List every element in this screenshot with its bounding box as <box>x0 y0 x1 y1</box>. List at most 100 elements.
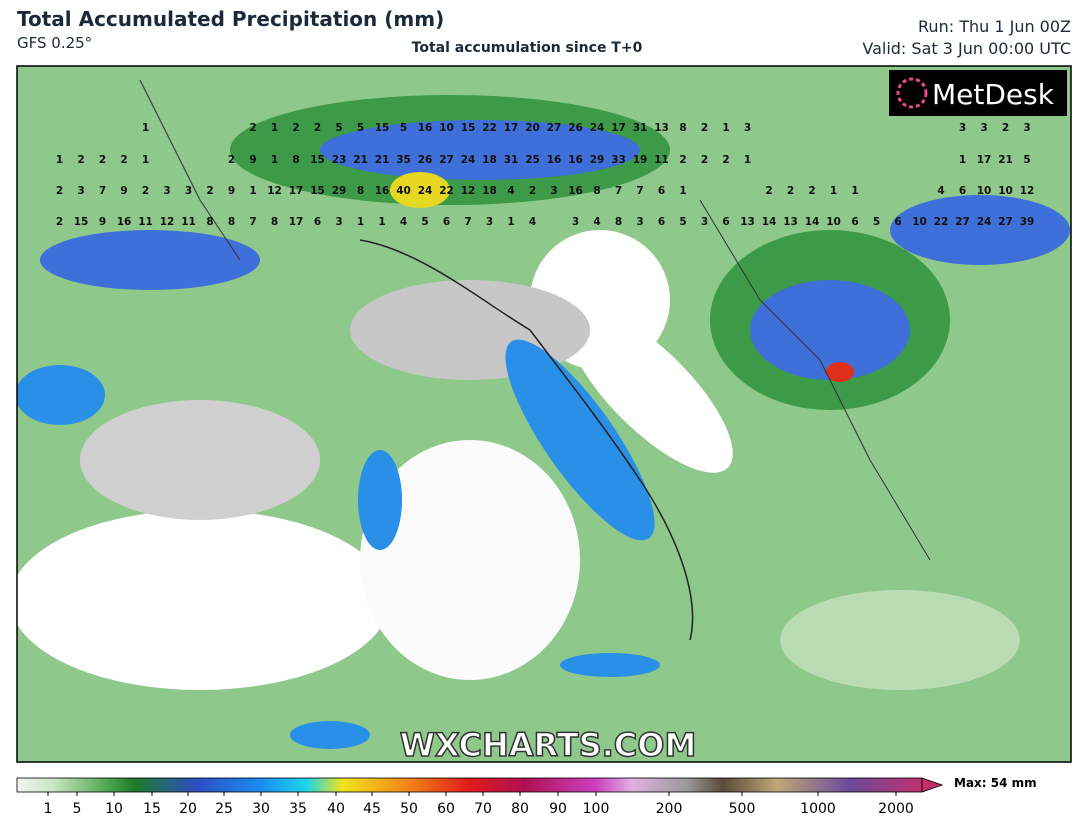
colorbar-tick-label: 60 <box>437 801 455 817</box>
colorbar-tick-label: 200 <box>656 801 683 817</box>
map-value: 3 <box>77 185 84 197</box>
colorbar-tick-label: 90 <box>549 801 567 817</box>
logo: MetDesk <box>932 78 1055 111</box>
colorbar-tick-label: 80 <box>511 801 529 817</box>
map-value: 2 <box>292 122 299 134</box>
map-value: 12 <box>267 185 282 197</box>
map-value: 1 <box>249 185 256 197</box>
map-value: 7 <box>249 216 256 228</box>
colorbar-tick-label: 100 <box>583 801 610 817</box>
map-value: 2 <box>228 154 235 166</box>
map-value: 7 <box>615 185 622 197</box>
map-value: 3 <box>486 216 493 228</box>
map-value: 15 <box>310 185 325 197</box>
map-value: 1 <box>830 185 837 197</box>
map-value: 20 <box>525 122 540 134</box>
map-value: 5 <box>679 216 686 228</box>
map-value: 15 <box>74 216 89 228</box>
map-value: 5 <box>357 122 364 134</box>
colorbar-tick-label: 40 <box>327 801 345 817</box>
colorbar-tick-label: 50 <box>400 801 418 817</box>
map-value: 8 <box>593 185 600 197</box>
map-value: 13 <box>740 216 755 228</box>
map-value: 8 <box>679 122 686 134</box>
colorbar-tick-label: 30 <box>252 801 270 817</box>
map-value: 4 <box>529 216 536 228</box>
map-value: 9 <box>99 216 106 228</box>
colorbar-arrow <box>921 777 944 793</box>
map-value: 24 <box>418 185 433 197</box>
map-value: 2 <box>56 216 63 228</box>
map-value: 1 <box>851 185 858 197</box>
map-value: 13 <box>654 122 669 134</box>
map-value: 9 <box>120 185 127 197</box>
map-value: 2 <box>314 122 321 134</box>
valid: Valid: Sat 3 Jun 00:00 UTC <box>862 39 1071 58</box>
map-value: 3 <box>636 216 643 228</box>
map-value: 7 <box>636 185 643 197</box>
colorbar-tick-label: 70 <box>474 801 492 817</box>
map-value: 16 <box>568 185 583 197</box>
map-value: 9 <box>228 185 235 197</box>
subtitle: Total accumulation since T+0 <box>412 40 643 56</box>
map-value: 27 <box>439 154 454 166</box>
map-value: 1 <box>357 216 364 228</box>
colorbar-tick-label: 15 <box>143 801 161 817</box>
map-value: 16 <box>547 154 562 166</box>
map-value: 22 <box>439 185 454 197</box>
map-value: 10 <box>998 185 1013 197</box>
map-value: 5 <box>421 216 428 228</box>
map-value: 8 <box>615 216 622 228</box>
map-value: 11 <box>138 216 153 228</box>
map-value: 27 <box>998 216 1013 228</box>
map-value: 17 <box>977 154 992 166</box>
map-value: 14 <box>805 216 820 228</box>
map-value: 17 <box>504 122 519 134</box>
map-value: 6 <box>851 216 858 228</box>
map-value: 1 <box>378 216 385 228</box>
map-value: 16 <box>418 122 433 134</box>
map-value: 15 <box>310 154 325 166</box>
map-value: 1 <box>959 154 966 166</box>
map-value: 3 <box>980 122 987 134</box>
map-value: 19 <box>633 154 648 166</box>
map-frame <box>16 65 1072 763</box>
map-value: 6 <box>314 216 321 228</box>
map-value: 27 <box>955 216 970 228</box>
map-value: 17 <box>611 122 626 134</box>
map-value: 8 <box>206 216 213 228</box>
map-value: 11 <box>654 154 669 166</box>
map-value: 1 <box>744 154 751 166</box>
map-value: 1 <box>271 122 278 134</box>
colorbar-tick-label: 25 <box>215 801 233 817</box>
map-value: 2 <box>701 154 708 166</box>
map-value: 2 <box>787 185 794 197</box>
map-value: 2 <box>529 185 536 197</box>
map-value: 26 <box>418 154 433 166</box>
map-value: 3 <box>1023 122 1030 134</box>
title: Total Accumulated Precipitation (mm) <box>17 7 444 31</box>
colorbar-tick-label: 45 <box>363 801 381 817</box>
map-value: 6 <box>658 185 665 197</box>
colorbar <box>16 777 923 793</box>
map-value: 4 <box>400 216 407 228</box>
map-value: 5 <box>335 122 342 134</box>
map-value: 2 <box>77 154 84 166</box>
colorbar-tick-label: 1 <box>44 801 53 817</box>
map-value: 2 <box>1002 122 1009 134</box>
map-value: 12 <box>1020 185 1035 197</box>
map-value: 3 <box>744 122 751 134</box>
map-value: 8 <box>357 185 364 197</box>
map-value: 4 <box>937 185 944 197</box>
max-label: Max: 54 mm <box>954 776 1037 790</box>
map-value: 6 <box>443 216 450 228</box>
map-value: 2 <box>722 154 729 166</box>
map-value: 6 <box>959 185 966 197</box>
map-value: 31 <box>504 154 519 166</box>
map-value: 25 <box>525 154 540 166</box>
map-values: 1 2 1 2 2 5 5 15 5 16 10 15 22 17 20 27 26 24 17 31 13 8 2 1 3 3 3… <box>56 122 1034 228</box>
map-value: 8 <box>292 154 299 166</box>
map-value: 5 <box>1023 154 1030 166</box>
map-value: 1 <box>56 154 63 166</box>
map-value: 3 <box>959 122 966 134</box>
